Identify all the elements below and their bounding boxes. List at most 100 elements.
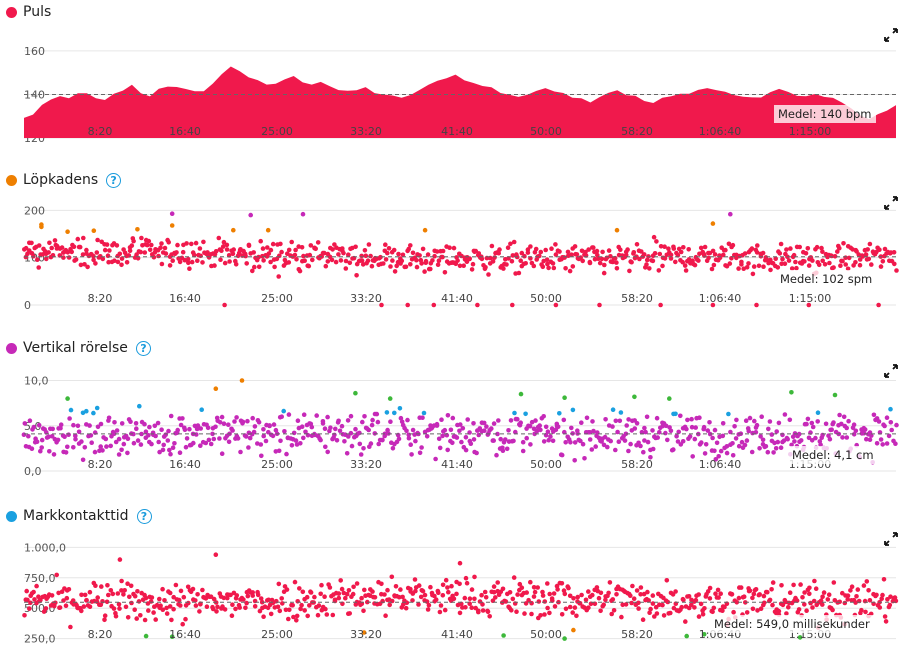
data-point bbox=[372, 431, 378, 436]
data-point bbox=[70, 598, 76, 603]
data-point bbox=[572, 440, 578, 445]
data-point bbox=[250, 268, 255, 274]
data-point bbox=[546, 265, 551, 271]
data-point bbox=[229, 613, 235, 618]
data-point bbox=[498, 436, 504, 442]
data-point bbox=[380, 437, 385, 443]
data-point bbox=[503, 437, 508, 442]
data-point bbox=[416, 583, 422, 588]
data-point bbox=[200, 587, 205, 593]
data-point bbox=[451, 245, 457, 251]
data-point bbox=[664, 578, 670, 583]
data-point bbox=[671, 246, 677, 251]
data-point bbox=[514, 609, 519, 614]
help-icon[interactable]: ? bbox=[135, 340, 151, 356]
data-point bbox=[586, 605, 591, 610]
expand-icon[interactable] bbox=[884, 364, 898, 378]
data-point bbox=[562, 395, 567, 401]
data-point bbox=[681, 245, 686, 250]
help-icon[interactable]: ? bbox=[136, 508, 152, 524]
data-point bbox=[425, 607, 431, 612]
data-point bbox=[435, 262, 441, 268]
data-point bbox=[349, 443, 355, 449]
data-point bbox=[471, 421, 476, 426]
data-point bbox=[631, 250, 637, 255]
data-point bbox=[67, 416, 72, 421]
data-point bbox=[761, 593, 767, 599]
data-point bbox=[279, 596, 285, 601]
data-point bbox=[545, 261, 550, 267]
data-point bbox=[221, 239, 227, 245]
data-point bbox=[289, 443, 295, 448]
data-point bbox=[340, 246, 345, 251]
data-point bbox=[755, 243, 760, 248]
data-point bbox=[623, 252, 629, 258]
data-point bbox=[759, 414, 764, 420]
data-point bbox=[244, 600, 249, 606]
data-point bbox=[139, 235, 144, 241]
expand-icon[interactable] bbox=[884, 532, 898, 546]
data-point bbox=[112, 420, 117, 425]
data-point bbox=[274, 598, 279, 604]
data-point bbox=[846, 418, 851, 424]
data-point bbox=[513, 429, 518, 435]
average-label: Medel: 140 bpm bbox=[774, 105, 876, 123]
x-tick-label: 16:40 bbox=[169, 628, 201, 641]
data-point bbox=[678, 442, 684, 447]
data-point bbox=[294, 618, 299, 623]
data-point bbox=[468, 441, 474, 447]
data-point bbox=[426, 602, 432, 608]
data-point bbox=[839, 421, 844, 427]
data-point bbox=[301, 253, 306, 259]
data-point bbox=[135, 227, 140, 232]
data-point bbox=[214, 609, 219, 614]
data-point bbox=[104, 242, 110, 247]
data-point bbox=[370, 417, 375, 423]
data-point bbox=[250, 593, 255, 598]
data-point bbox=[265, 245, 270, 250]
data-point bbox=[105, 583, 110, 588]
data-point bbox=[546, 437, 551, 443]
data-point bbox=[172, 441, 177, 446]
data-point bbox=[132, 607, 137, 612]
data-point bbox=[396, 436, 402, 442]
data-point bbox=[814, 244, 820, 250]
data-point bbox=[716, 454, 721, 459]
expand-icon[interactable] bbox=[884, 196, 898, 210]
data-point bbox=[100, 256, 106, 262]
help-icon[interactable]: ? bbox=[106, 172, 122, 188]
expand-icon[interactable] bbox=[884, 28, 898, 42]
data-point bbox=[683, 619, 688, 624]
data-point bbox=[494, 452, 499, 458]
data-point bbox=[306, 263, 312, 269]
data-point bbox=[305, 613, 311, 619]
data-point bbox=[95, 595, 100, 600]
data-point bbox=[448, 427, 454, 433]
data-point bbox=[481, 420, 487, 426]
average-label: Medel: 4,1 cm bbox=[788, 446, 878, 464]
data-point bbox=[347, 260, 353, 266]
x-tick-label: 33:20 bbox=[350, 125, 382, 138]
data-point bbox=[525, 250, 531, 255]
x-tick-label: 1:15:00 bbox=[789, 292, 831, 305]
data-point bbox=[712, 448, 717, 454]
data-point bbox=[751, 264, 757, 269]
data-point bbox=[337, 428, 343, 434]
data-point bbox=[853, 428, 859, 434]
data-point bbox=[562, 636, 567, 641]
data-point bbox=[606, 248, 612, 253]
data-point bbox=[286, 616, 291, 622]
data-point bbox=[551, 591, 557, 596]
data-point bbox=[100, 448, 105, 453]
data-point bbox=[623, 431, 629, 437]
data-point bbox=[528, 442, 533, 447]
x-tick-label: 33:20 bbox=[350, 292, 382, 305]
data-point bbox=[261, 427, 266, 432]
data-point bbox=[467, 596, 473, 601]
data-point bbox=[241, 597, 246, 602]
data-point bbox=[601, 602, 606, 607]
data-point bbox=[216, 235, 222, 241]
data-point bbox=[511, 575, 517, 580]
data-point bbox=[706, 255, 711, 261]
data-point bbox=[103, 436, 109, 442]
